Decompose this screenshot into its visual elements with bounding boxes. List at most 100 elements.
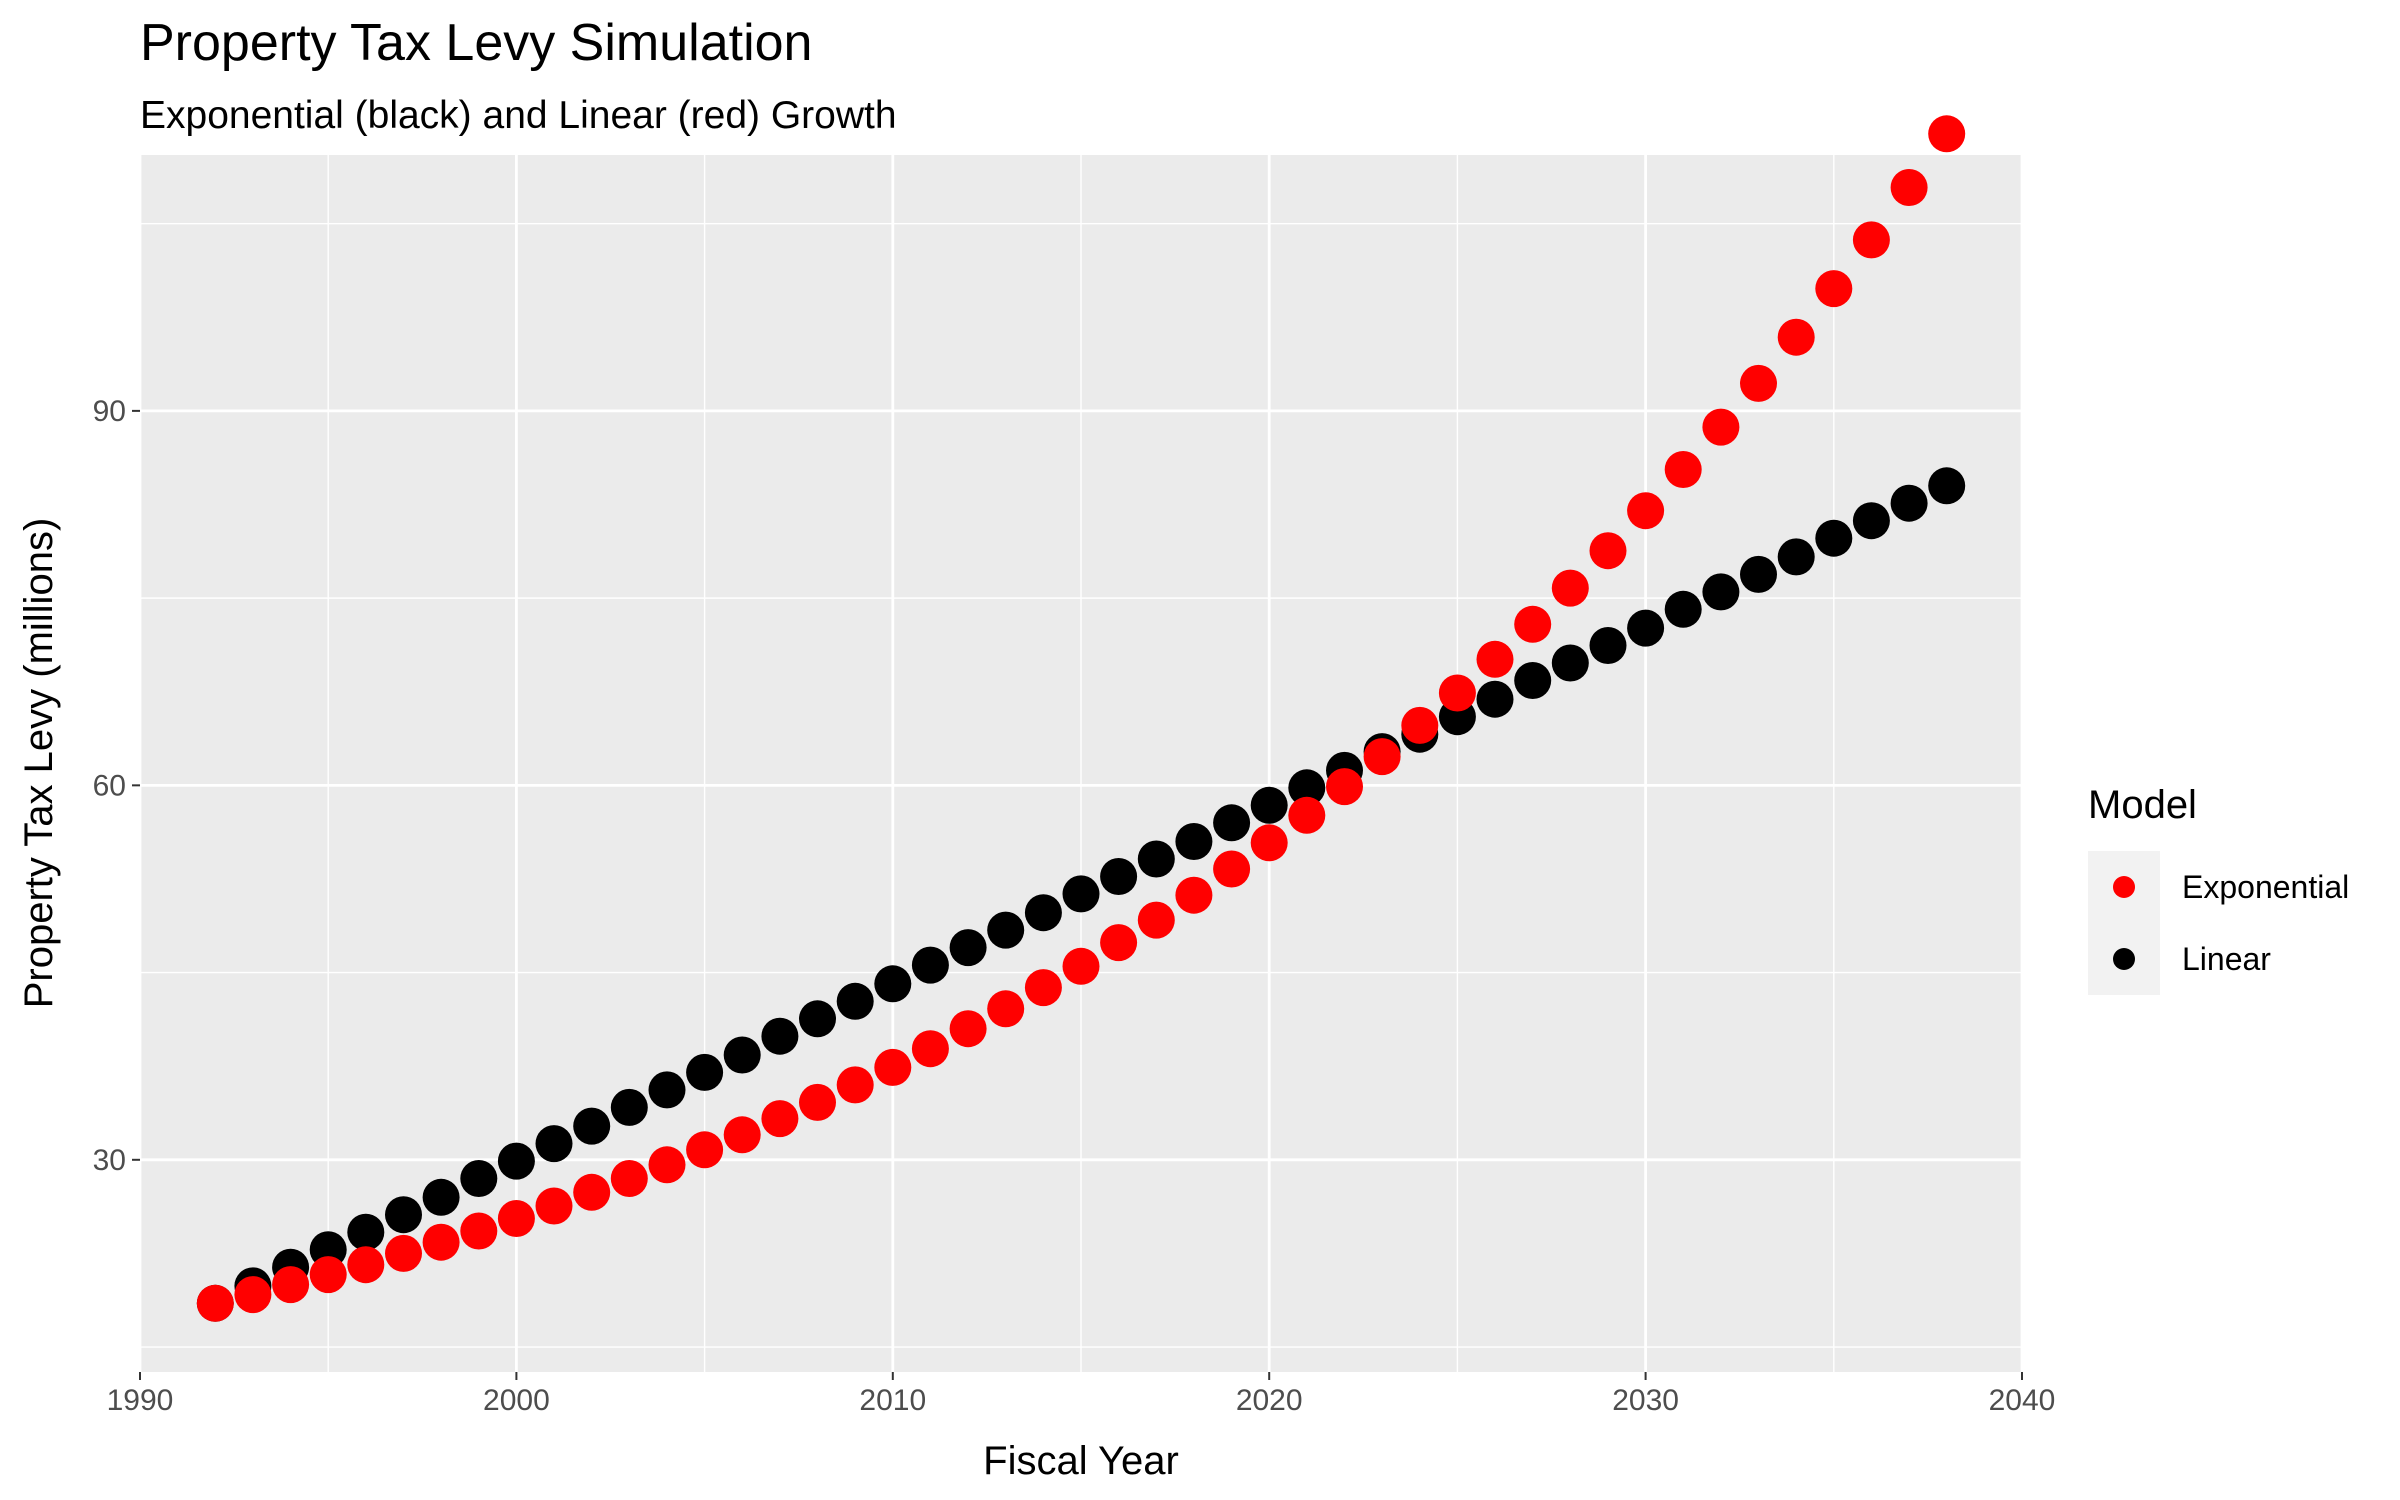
point-exponential (1213, 850, 1251, 888)
point-exponential (535, 1187, 573, 1225)
point-exponential (1664, 451, 1702, 488)
point-exponential (686, 1131, 724, 1169)
point-exponential (1551, 569, 1589, 607)
point-exponential (385, 1234, 422, 1272)
legend-label-linear: Linear (2182, 941, 2271, 977)
legend-key-linear (2113, 948, 2135, 970)
point-exponential (1627, 492, 1665, 530)
point-linear (460, 1160, 498, 1197)
legend: Model Exponential Linear (2088, 783, 2349, 995)
point-linear (1137, 840, 1175, 878)
point-linear (1702, 573, 1740, 611)
point-linear (1514, 662, 1552, 699)
point-exponential (836, 1066, 874, 1104)
point-exponential (874, 1048, 912, 1086)
point-exponential (309, 1256, 347, 1294)
point-exponential (1928, 115, 1966, 153)
point-exponential (1326, 768, 1363, 806)
point-linear (1664, 590, 1702, 628)
point-exponential (1890, 169, 1928, 206)
points-exponential (196, 115, 1966, 1322)
point-exponential (1815, 270, 1853, 308)
point-linear (1288, 769, 1326, 807)
x-tick-label: 2000 (483, 1384, 550, 1417)
grid-minor (140, 155, 2022, 1372)
point-linear (1740, 555, 1777, 593)
point-exponential (1740, 364, 1777, 402)
point-linear (686, 1053, 724, 1091)
point-linear (1100, 858, 1138, 895)
point-exponential (648, 1146, 686, 1184)
point-linear (385, 1196, 422, 1234)
y-tick-label: 90 (93, 395, 126, 428)
point-exponential (1137, 901, 1175, 939)
point-exponential (1589, 532, 1627, 570)
point-exponential (460, 1212, 498, 1250)
x-axis-title: Fiscal Year (983, 1439, 1179, 1483)
x-tick-label: 2030 (1612, 1384, 1679, 1417)
chart-subtitle: Exponential (black) and Linear (red) Gro… (140, 94, 897, 137)
x-tick-label: 2010 (859, 1384, 926, 1417)
point-linear (1551, 644, 1589, 682)
point-linear (1024, 894, 1062, 932)
point-exponential (1852, 221, 1890, 259)
point-exponential (196, 1284, 234, 1322)
point-exponential (1363, 738, 1401, 776)
point-linear (1890, 484, 1928, 522)
y-tick-label: 60 (93, 769, 126, 802)
point-linear (610, 1088, 648, 1126)
point-linear (1852, 502, 1890, 540)
x-tick-label: 1990 (107, 1384, 174, 1417)
legend-key-exponential (2113, 876, 2135, 898)
point-exponential (347, 1246, 385, 1284)
point-linear (535, 1125, 573, 1163)
point-linear (723, 1036, 761, 1074)
point-linear (648, 1071, 686, 1109)
point-exponential (987, 990, 1025, 1028)
point-linear (1627, 609, 1665, 647)
point-exponential (1702, 408, 1740, 446)
point-exponential (272, 1266, 310, 1304)
point-linear (1589, 627, 1627, 664)
point-exponential (573, 1173, 611, 1211)
point-linear (874, 965, 912, 1003)
point-exponential (911, 1030, 949, 1068)
point-linear (1928, 467, 1966, 505)
point-exponential (949, 1010, 987, 1048)
chart-title: Property Tax Levy Simulation (140, 14, 812, 72)
point-exponential (1476, 640, 1514, 678)
point-linear (761, 1017, 799, 1055)
y-tick-labels: 30 60 90 (93, 395, 126, 1177)
legend-title: Model (2088, 783, 2197, 827)
point-exponential (799, 1083, 836, 1121)
point-exponential (1514, 605, 1552, 643)
point-linear (497, 1142, 535, 1180)
point-linear (422, 1178, 460, 1216)
point-exponential (497, 1200, 535, 1237)
point-linear (1250, 786, 1288, 824)
point-linear (1062, 875, 1100, 913)
point-exponential (1438, 674, 1476, 712)
point-exponential (1401, 706, 1439, 744)
point-linear (987, 911, 1025, 949)
point-linear (836, 982, 874, 1020)
point-exponential (1777, 318, 1815, 356)
point-linear (1777, 538, 1815, 576)
y-tick-label: 30 (93, 1144, 126, 1177)
point-linear (911, 946, 949, 984)
point-linear (1213, 804, 1251, 842)
point-exponential (1100, 924, 1138, 962)
point-linear (949, 929, 987, 967)
point-exponential (234, 1276, 272, 1314)
legend-label-exponential: Exponential (2182, 869, 2349, 905)
point-exponential (610, 1160, 648, 1197)
y-axis-title: Property Tax Levy (millions) (17, 518, 61, 1009)
point-exponential (422, 1223, 460, 1261)
x-tick-labels: 1990 2000 2010 2020 2030 2040 (107, 1384, 2056, 1417)
point-exponential (1288, 796, 1326, 834)
point-linear (347, 1213, 385, 1251)
point-linear (1476, 680, 1514, 718)
point-linear (573, 1107, 611, 1145)
point-exponential (1024, 969, 1062, 1007)
